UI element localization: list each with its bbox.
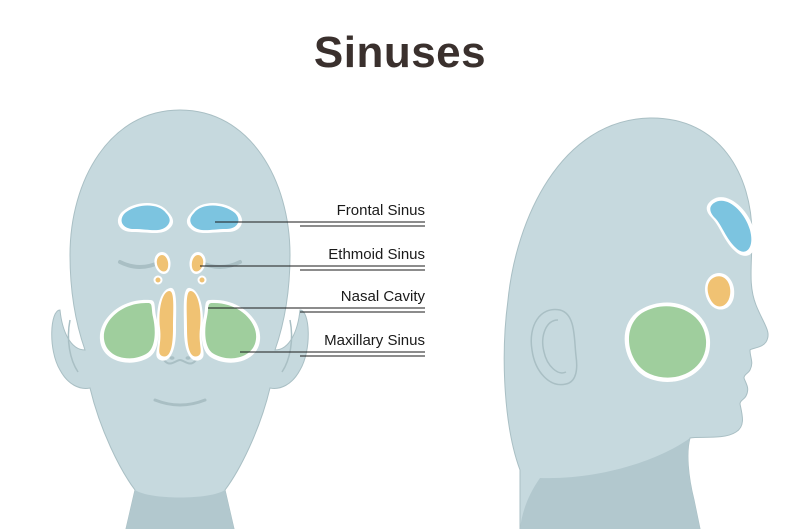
sinus-diagram [0,0,800,529]
front-ethmoid-left-dot [155,277,162,284]
front-nostril-right [186,356,191,360]
side-head-group [504,118,768,529]
front-head-silhouette [52,110,309,529]
front-nostril-left [170,356,175,360]
front-ethmoid-right-dot [199,277,206,284]
label-ethmoid: Ethmoid Sinus [328,246,425,263]
diagram-stage: Sinuses [0,0,800,529]
side-maxillary [629,306,706,377]
label-frontal: Frontal Sinus [337,202,425,219]
front-head-group [52,110,309,529]
label-maxillary: Maxillary Sinus [324,332,425,349]
label-nasal: Nasal Cavity [341,288,425,305]
